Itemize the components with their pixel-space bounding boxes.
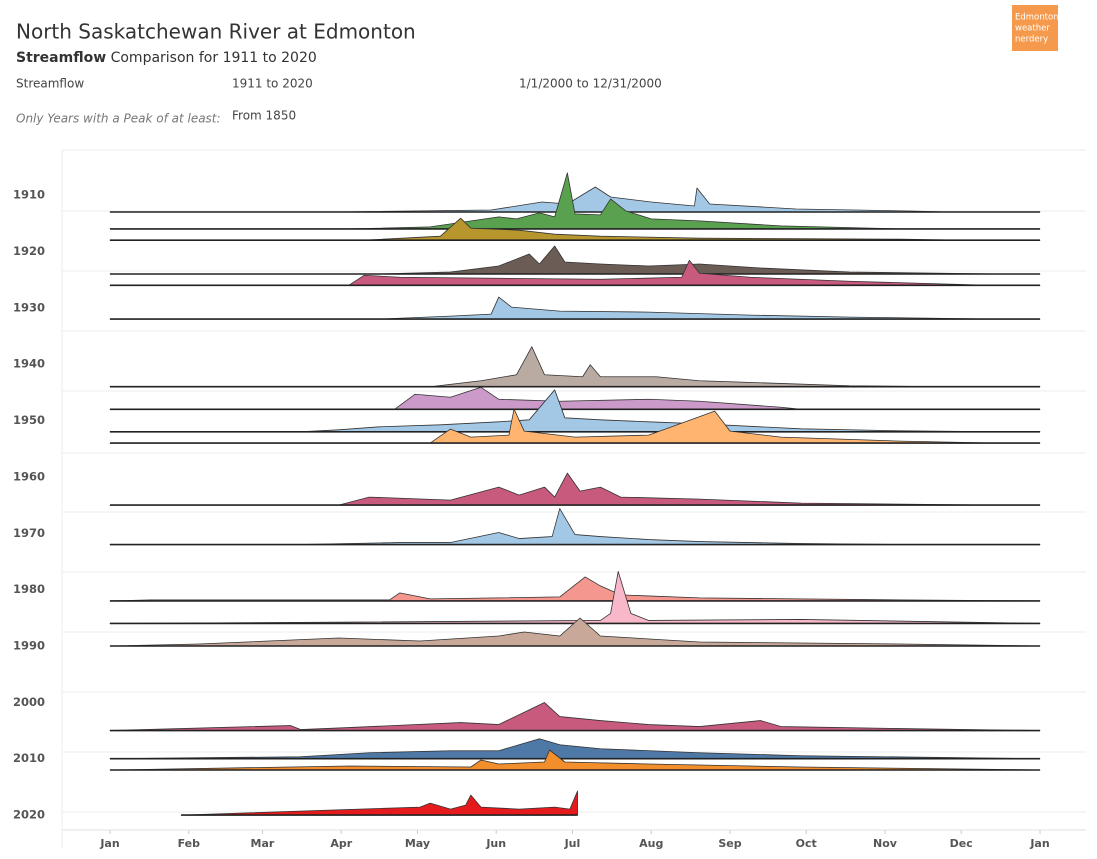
ridge-area <box>109 245 1041 275</box>
x-tick-label: Sep <box>718 837 741 850</box>
y-tick-label: 2010 <box>13 751 45 765</box>
y-tick-label: 1970 <box>13 526 45 540</box>
subtitle-bold: Streamflow <box>16 50 106 66</box>
y-tick-label: 1910 <box>13 188 45 202</box>
ridge-area <box>109 389 1041 433</box>
x-tick-label: Mar <box>251 837 275 850</box>
ridge-area <box>109 186 1041 213</box>
peak-filter[interactable]: From 1850 <box>232 109 296 123</box>
ridge-area <box>109 571 1041 624</box>
plot: Jan Feb Mar Apr May Jun Jul Aug Sep Oct Nov Dec Jan 1… <box>13 172 1086 850</box>
y-tick-label: 1940 <box>13 357 45 371</box>
subtitle: Streamflow Comparison for 1911 to 2020 <box>16 50 317 66</box>
title: North Saskatchewan River at Edmonton <box>16 20 416 44</box>
filter[interactable]: Streamflow <box>16 77 84 91</box>
ridge-area <box>109 508 1041 545</box>
ridge-area <box>180 790 578 816</box>
logo-text: weather <box>1015 24 1050 34</box>
ridge-area <box>109 472 1041 506</box>
x-tick-label: Jun <box>485 837 506 850</box>
x-tick-label: Oct <box>796 837 817 850</box>
x-tick-label: Apr <box>330 837 352 850</box>
x-tick-label: May <box>405 837 430 850</box>
logo-text: Edmonton <box>1015 13 1059 23</box>
y-tick-label: 1980 <box>13 582 45 596</box>
ridge-area <box>109 296 1041 320</box>
y-tick-label: 2000 <box>13 695 45 709</box>
y-tick-label: 2020 <box>13 808 45 822</box>
x-tick-label: Jan <box>1029 837 1049 850</box>
logo <box>1012 5 1058 51</box>
ridge-area <box>109 702 1041 731</box>
y-tick-label: 1920 <box>13 244 45 258</box>
x-tick-label: Feb <box>178 837 201 850</box>
filter[interactable]: 1/1/2000 to 12/31/2000 <box>519 77 662 91</box>
y-tick-label: 1990 <box>13 639 45 653</box>
x-tick-label: Nov <box>873 837 898 850</box>
ridge-area <box>109 749 1041 771</box>
x-tick-label: Aug <box>639 837 663 850</box>
ridge-area <box>109 617 1041 647</box>
logo-text: nerdery <box>1015 35 1048 45</box>
filter[interactable]: 1911 to 2020 <box>232 77 313 91</box>
y-tick-label: 1930 <box>13 300 45 314</box>
y-tick-label: 1960 <box>13 469 45 483</box>
ridge-area <box>109 172 1041 230</box>
x-tick-label: Dec <box>950 837 973 850</box>
x-tick-label: Jan <box>99 837 119 850</box>
x-tick-label: Jul <box>564 837 581 850</box>
peak-label: Only Years with a Peak of at least: <box>16 112 221 126</box>
subtitle-rest: Comparison for 1911 to 2020 <box>111 50 317 66</box>
ridge-area <box>109 738 1041 760</box>
y-tick-label: 1950 <box>13 413 45 427</box>
ridge-area <box>109 346 1041 388</box>
ridge-area <box>109 576 1041 602</box>
ridge-area <box>109 408 1041 444</box>
